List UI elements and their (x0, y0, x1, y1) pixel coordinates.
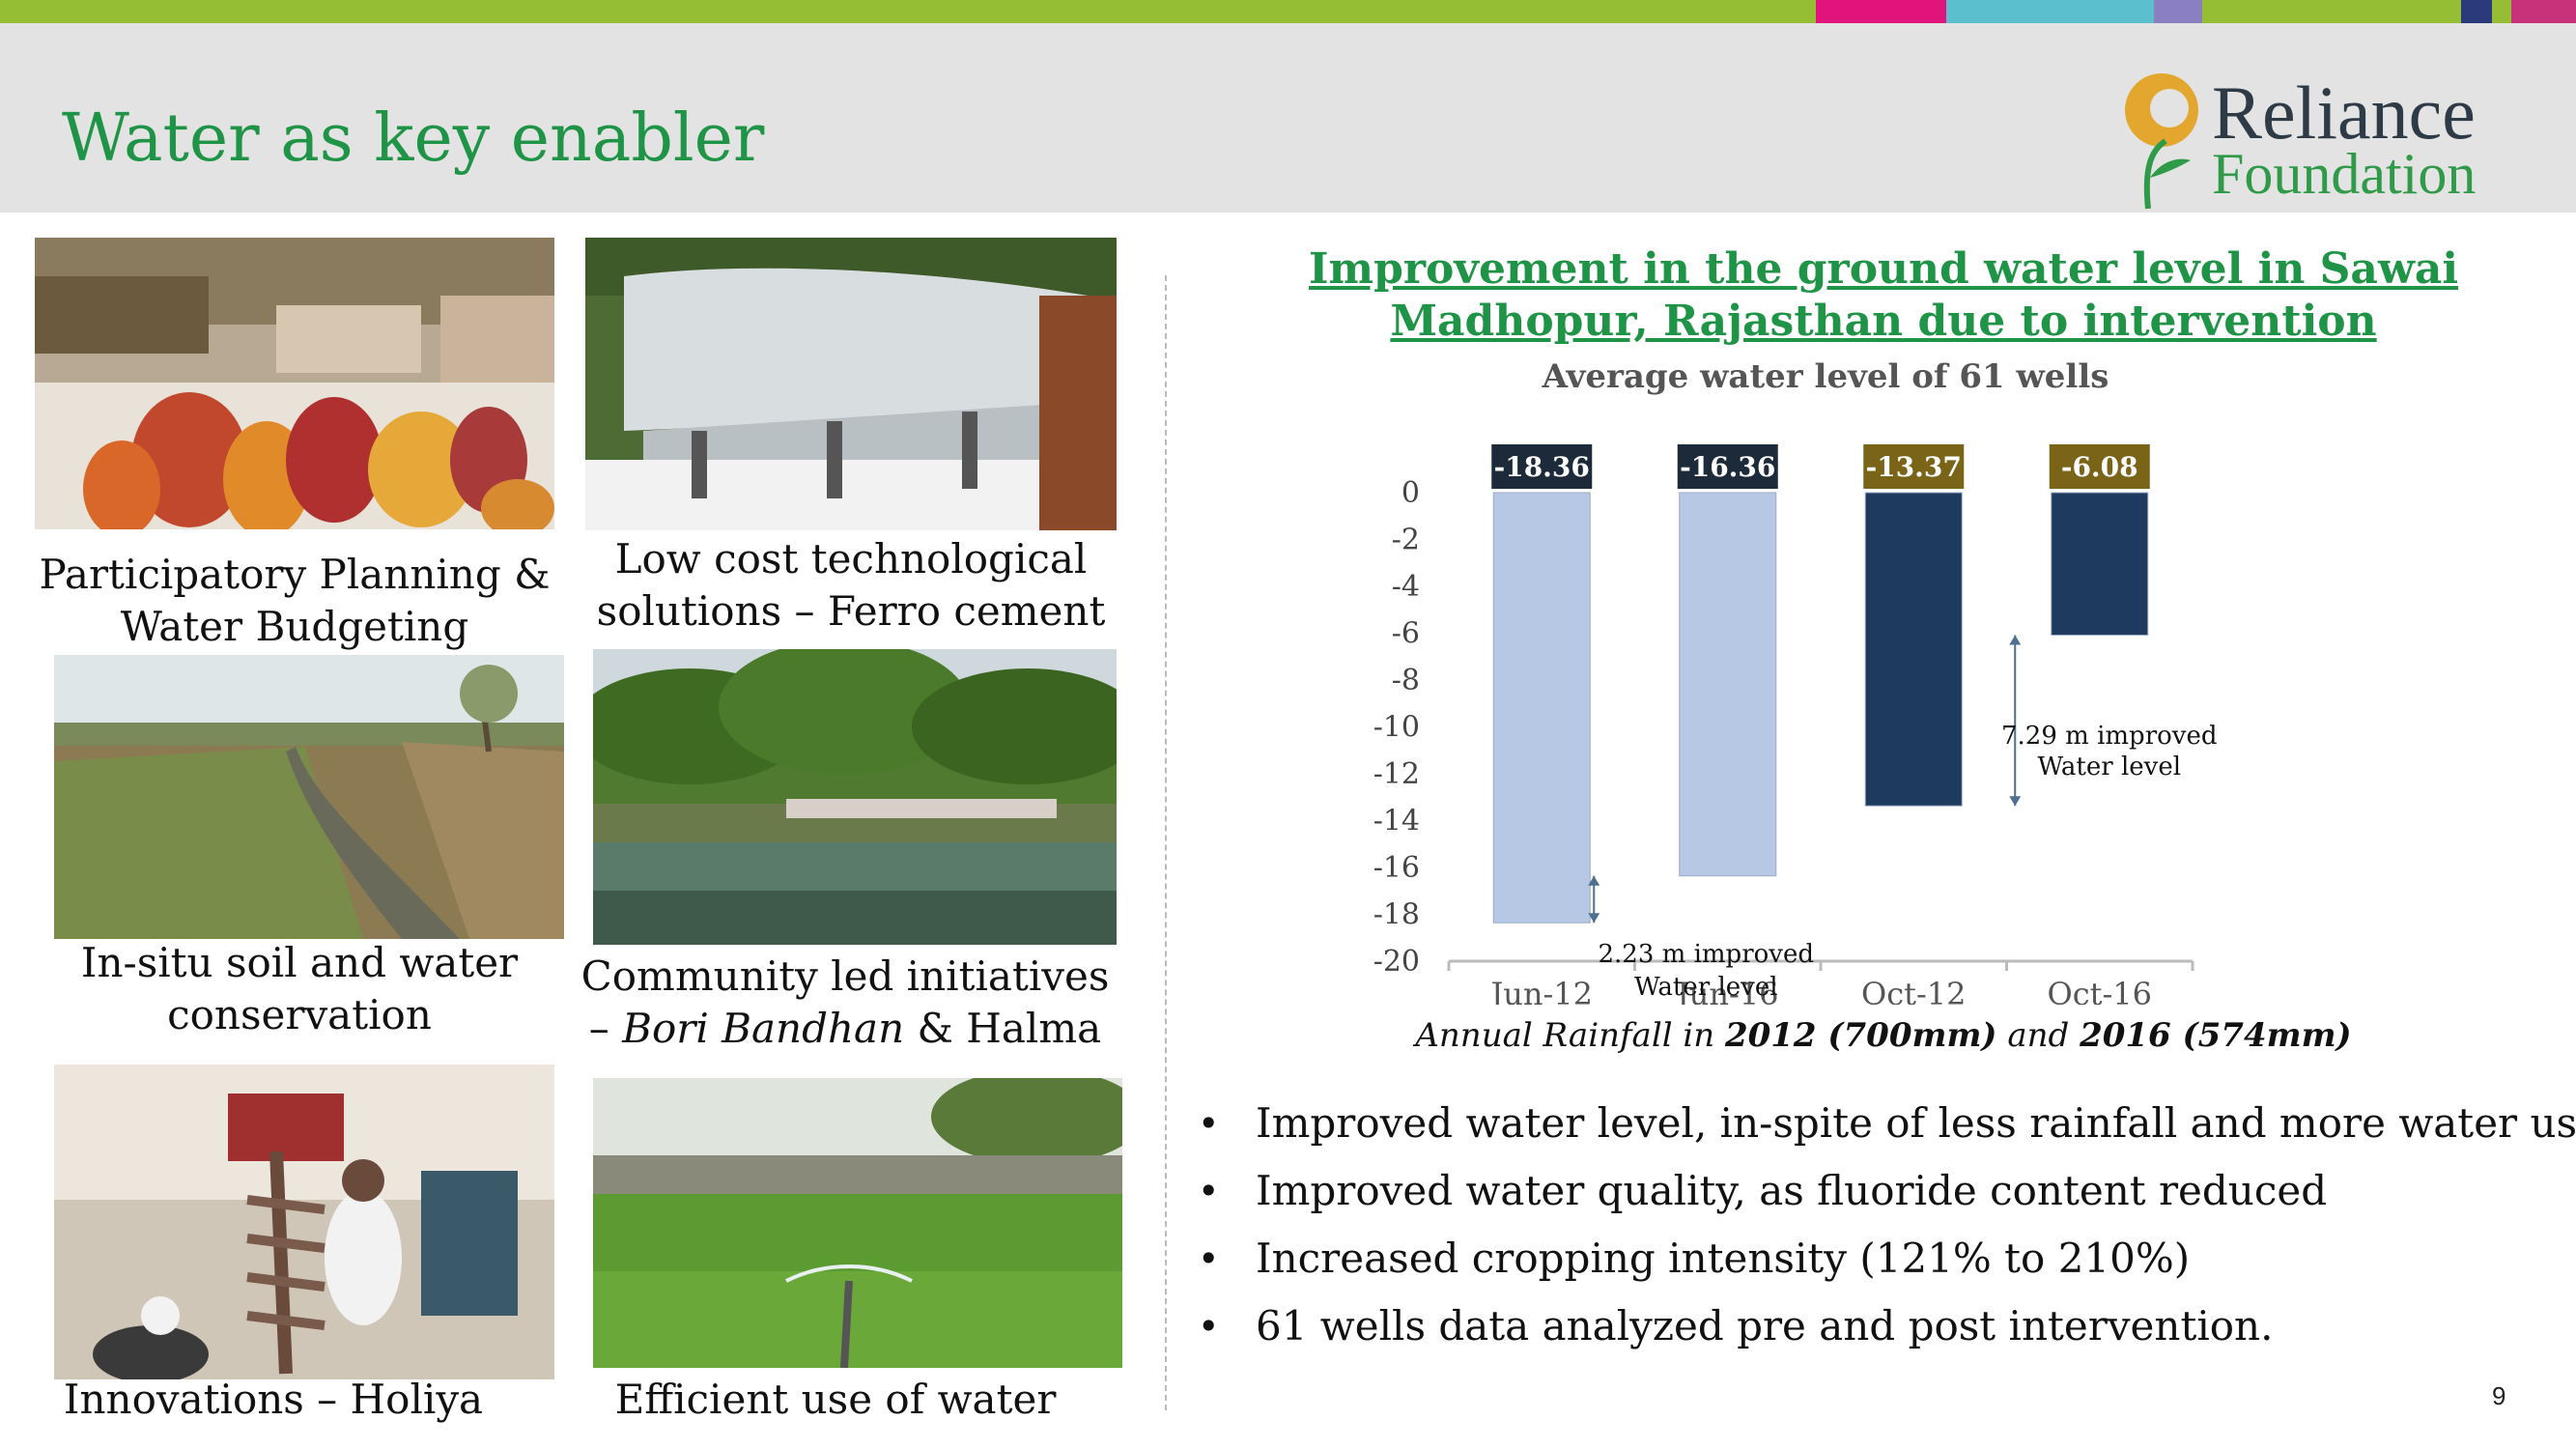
data-label: -13.37 (1866, 451, 1962, 483)
page-title: Water as key enabler (62, 100, 765, 177)
data-label-box (1677, 444, 1778, 489)
women-meeting-photo (35, 238, 554, 529)
caption-line: Innovations – Holiya (63, 1376, 484, 1423)
x-tick-label: Oct-16 (2047, 976, 2152, 1005)
caption-line: Low cost technological (614, 535, 1088, 582)
rainfall-2012: 2012 (700mm) (1724, 1016, 1997, 1055)
bar-segment-magenta (1816, 0, 1946, 23)
farm-channel-photo (54, 655, 564, 939)
list-item: • Increased cropping intensity (121% to 2… (1198, 1225, 2569, 1293)
y-tick-label: -16 (1373, 851, 1420, 885)
sprinkler-field-photo (593, 1078, 1122, 1368)
bar-segment-lavender (2154, 0, 2202, 23)
annotation-text: 2.23 m improved (1599, 940, 1815, 969)
y-tick-label: -14 (1373, 805, 1420, 838)
chart-title-line: Madhopur, Rajasthan due to intervention (1390, 297, 2377, 346)
chart-title-line: Improvement in the ground water level in… (1308, 244, 2459, 294)
chart-title: Improvement in the ground water level in… (1246, 243, 2521, 348)
annotation-text: Water level (2037, 753, 2181, 781)
arrow-head-icon (1588, 875, 1600, 886)
annotation-text: Water level (1634, 973, 1778, 1002)
caption-line: solutions – Ferro cement (596, 587, 1106, 635)
chart-subtitle: Average water level of 61 wells (1542, 357, 2109, 396)
bullet-icon: • (1198, 1305, 1220, 1348)
flame-leaf-icon (2125, 73, 2198, 210)
y-tick-label: -8 (1392, 664, 1420, 697)
caption-line: conservation (167, 991, 432, 1038)
list-item: • 61 wells data analyzed pre and post int… (1198, 1293, 2569, 1360)
caption-innovations: Innovations – Holiya (35, 1374, 512, 1426)
annual-rainfall-note: Annual Rainfall in 2012 (700mm) and 2016… (1415, 1016, 2352, 1055)
x-tick-label: Jun-16 (1674, 976, 1779, 1005)
rainfall-2016: 2016 (574mm) (2080, 1016, 2352, 1055)
bori-bandhan-italic: Bori Bandhan (622, 1005, 905, 1052)
findings-list: • Improved water level, in-spite of less … (1198, 1090, 2576, 1360)
caption-participatory-planning: Participatory Planning & Water Budgeting (35, 549, 554, 653)
auger-drill-photo (54, 1065, 554, 1379)
bar-jun-12 (1492, 492, 1591, 923)
vertical-divider (1165, 275, 1167, 1410)
bullet-icon: • (1198, 1102, 1220, 1145)
bullet-icon: • (1198, 1170, 1220, 1212)
pond-community-photo (593, 649, 1117, 945)
arrow-head-icon (1588, 913, 1600, 923)
data-label-box (1491, 444, 1593, 489)
caption-low-cost-solutions: Low cost technological solutions – Ferro… (585, 533, 1117, 638)
caption-efficient-use: Efficient use of water (580, 1374, 1091, 1426)
bar-oct-16 (2051, 492, 2149, 636)
data-label: -18.36 (1494, 451, 1590, 483)
bullet-icon: • (1198, 1237, 1220, 1280)
caption-line: In-situ soil and water (80, 939, 519, 986)
page-number: 9 (2492, 1381, 2506, 1410)
data-label: -16.36 (1680, 451, 1775, 483)
logo-text-reliance: Reliance (2212, 71, 2476, 155)
y-tick-label: 0 (1401, 476, 1420, 510)
x-tick-label: Oct-12 (1861, 976, 1967, 1005)
bar-oct-12 (1864, 492, 1963, 807)
list-item: • Improved water quality, as fluoride con… (1198, 1157, 2569, 1225)
bar-segment-navy (2461, 0, 2492, 23)
caption-community-initiatives: Community led initiatives – Bori Bandhan… (580, 951, 1111, 1055)
header: Water as key enabler Reliance Foundation (0, 23, 2576, 213)
caption-line: Efficient use of water (614, 1376, 1057, 1423)
y-tick-label: -12 (1373, 757, 1420, 791)
caption-line: – Bori Bandhan & Halma (588, 1005, 1102, 1052)
bar-segment-cyan (1946, 0, 2154, 23)
check-dam-photo (585, 238, 1117, 530)
bar-jun-16 (1679, 492, 1777, 877)
bar-segment-pink (2511, 0, 2576, 23)
caption-line: Community led initiatives (580, 952, 1110, 1000)
data-label: -6.08 (2061, 451, 2138, 483)
y-tick-label: -18 (1373, 898, 1420, 932)
data-label-box (1863, 444, 1965, 489)
y-tick-label: -6 (1392, 617, 1420, 651)
y-tick-label: -10 (1373, 711, 1420, 745)
reliance-foundation-logo: Reliance Foundation (2115, 64, 2540, 218)
arrow-head-icon (2009, 635, 2022, 645)
y-tick-label: -2 (1392, 524, 1420, 557)
list-item: • Improved water level, in-spite of less … (1198, 1090, 2576, 1157)
arrow-head-icon (2009, 796, 2022, 807)
water-level-bar-chart: 0 -2 -4 -6 -8 -10 -12 -14 -16 -18 -20 -18.36 Jun-12 -… (1373, 444, 2218, 1005)
y-tick-label: -4 (1392, 570, 1420, 604)
top-color-bar (0, 0, 2576, 23)
logo-text-foundation: Foundation (2212, 142, 2477, 206)
caption-line: Participatory Planning & (39, 551, 551, 598)
data-label-box (2049, 444, 2150, 489)
annotation-text: 7.29 m improved (2001, 722, 2218, 751)
x-tick-label: Jun-12 (1487, 976, 1593, 1005)
caption-in-situ-conservation: In-situ soil and water conservation (35, 937, 564, 1041)
caption-line: Water Budgeting (120, 603, 469, 650)
y-tick-label: -20 (1373, 945, 1420, 979)
